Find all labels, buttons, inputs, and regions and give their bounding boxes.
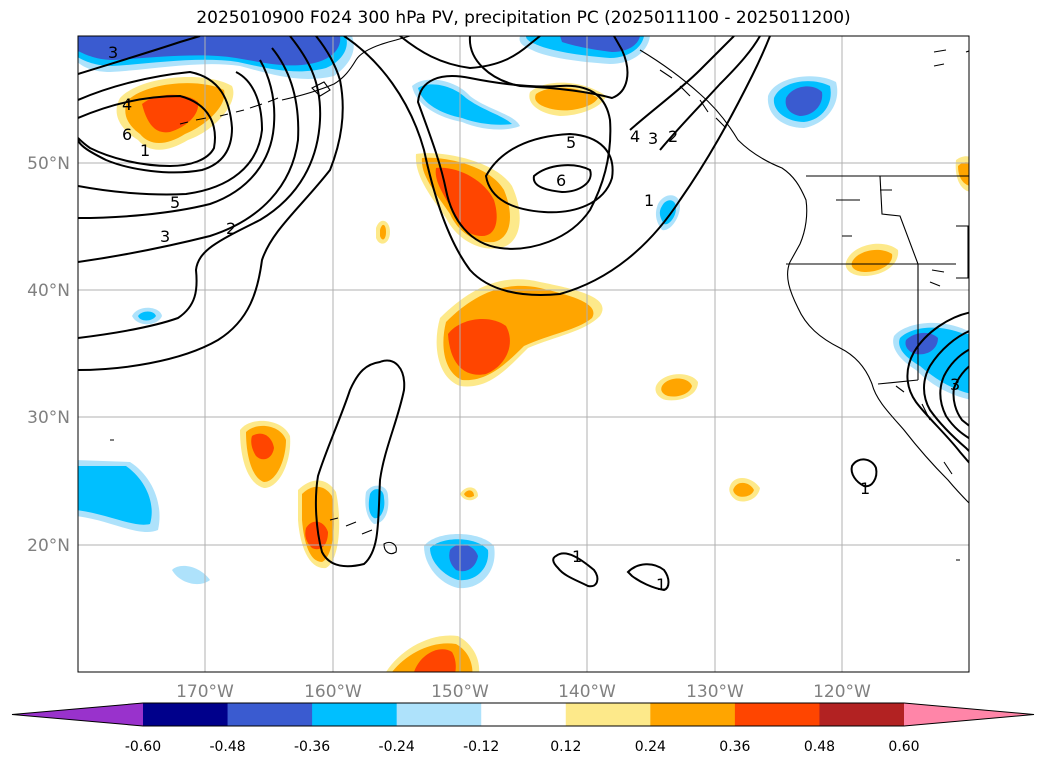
colorbar-tick-label: -0.24 xyxy=(379,739,415,755)
colorbar-extend-max xyxy=(904,703,1034,726)
lon-label: 160°W xyxy=(304,682,362,702)
colorbar-extend-min xyxy=(12,703,143,726)
contour-label: 3 xyxy=(108,43,118,62)
pv-contours xyxy=(78,36,969,592)
contour-labels: 3 4 6 1 5 3 2 5 6 4 3 2 1 1 1 1 3 xyxy=(108,43,960,594)
colorbar-segment xyxy=(227,703,313,726)
us-west-coastline xyxy=(787,261,969,504)
colorbar-tick-label: -0.48 xyxy=(209,739,245,755)
hawaii-islands xyxy=(329,517,397,555)
graticule xyxy=(78,36,969,672)
map-plot-area: 3 4 6 1 5 3 2 5 6 4 3 2 1 1 1 1 3 xyxy=(78,36,969,672)
colorbar-tick-label: 0.48 xyxy=(804,739,835,755)
colorbar-segment xyxy=(819,703,905,726)
colorbar-segment xyxy=(312,703,398,726)
colorbar-segment xyxy=(734,703,820,726)
contour-label: 4 xyxy=(122,95,132,114)
contour-label: 2 xyxy=(668,127,678,146)
lon-labels: 170°W 160°W 150°W 140°W 130°W 120°W xyxy=(176,682,871,702)
colorbar-tick-label: -0.12 xyxy=(463,739,499,755)
precip-positive-shading xyxy=(116,76,969,672)
map-title: 2025010900 F024 300 hPa PV, precipitatio… xyxy=(196,8,851,28)
colorbar-outline xyxy=(11,702,1035,727)
contour-label: 5 xyxy=(170,193,180,212)
colorbar-segment xyxy=(481,703,567,726)
state-borders xyxy=(786,175,969,385)
contour-label: 5 xyxy=(566,133,576,152)
lon-label: 120°W xyxy=(813,682,871,702)
pv-contours-california xyxy=(906,311,969,465)
lat-label: 40°N xyxy=(27,281,70,301)
colorbar-segment xyxy=(565,703,651,726)
contour-label: 1 xyxy=(860,479,870,498)
contour-label: 2 xyxy=(226,219,236,238)
lon-label: 150°W xyxy=(431,682,489,702)
lat-label: 30°N xyxy=(27,408,70,428)
pv-contour-3-north xyxy=(78,36,201,75)
colorbar-tick-label: 0.36 xyxy=(719,739,750,755)
colorbar-segment xyxy=(396,703,482,726)
alaska-coastline xyxy=(281,36,411,101)
colorbar-tick-label: 0.12 xyxy=(550,739,581,755)
colorbar-tick-label: 0.24 xyxy=(635,739,666,755)
lon-label: 170°W xyxy=(176,682,234,702)
contour-label: 6 xyxy=(122,125,132,144)
contour-label: 4 xyxy=(630,127,640,146)
colorbar-tick-label: -0.60 xyxy=(125,739,161,755)
contour-label: 1 xyxy=(140,141,150,160)
colorbar-segment xyxy=(143,703,229,726)
precip-negative-shading xyxy=(78,36,969,589)
contour-label: 3 xyxy=(950,375,960,394)
colorbar: -0.60 -0.48 -0.36 -0.24 -0.12 0.12 0.24 0.36 0.4… xyxy=(11,702,1035,755)
lon-label: 130°W xyxy=(686,682,744,702)
lon-label: 140°W xyxy=(558,682,616,702)
contour-label: 1 xyxy=(656,575,666,594)
lat-label: 50°N xyxy=(27,154,70,174)
bc-coastline xyxy=(639,49,808,263)
contour-label: 3 xyxy=(648,129,658,148)
contour-label: 1 xyxy=(572,547,582,566)
lat-label: 20°N xyxy=(27,536,70,556)
map-frame xyxy=(77,35,970,673)
colorbar-segment xyxy=(650,703,736,726)
contour-label: 3 xyxy=(160,227,170,246)
colorbar-tick-label: 0.60 xyxy=(888,739,919,755)
colorbar-tick-label: -0.36 xyxy=(294,739,330,755)
lat-labels: 50°N 40°N 30°N 20°N xyxy=(27,154,70,556)
contour-label: 1 xyxy=(644,191,654,210)
contour-label: 6 xyxy=(556,171,566,190)
